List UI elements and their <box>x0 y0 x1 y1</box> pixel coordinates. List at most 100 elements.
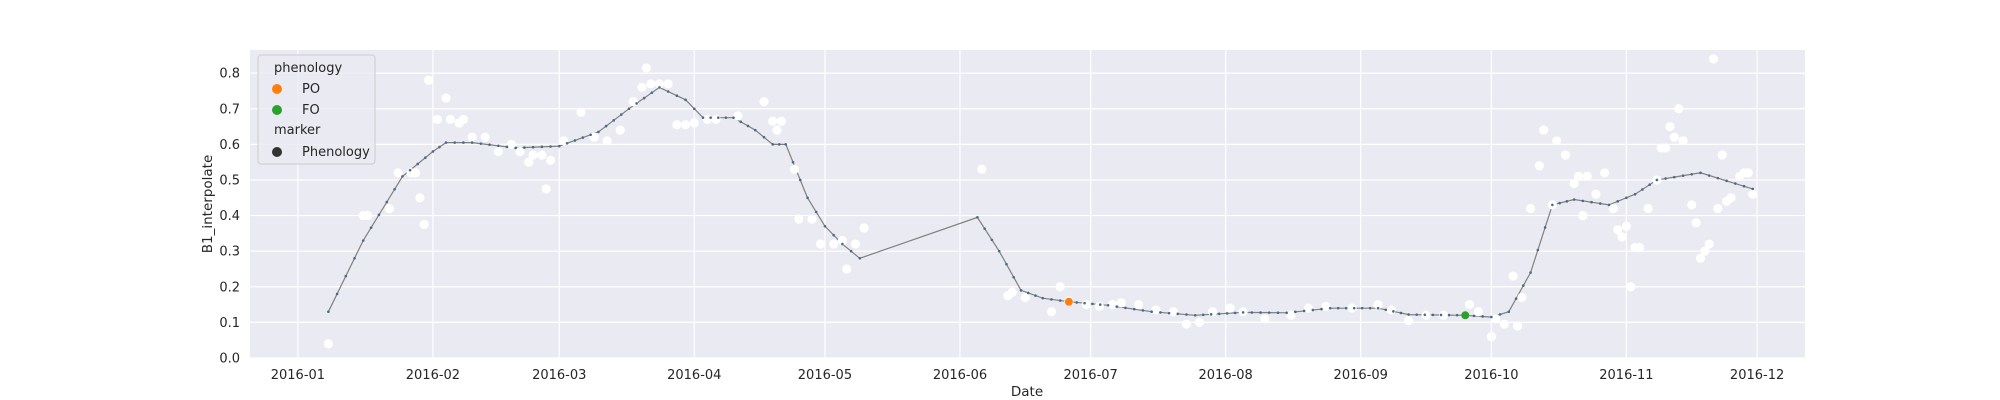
x-tick-label: 2016-06 <box>933 368 987 383</box>
interpolated-marker <box>1716 176 1720 180</box>
raw-point <box>1133 299 1144 310</box>
raw-point <box>515 146 525 157</box>
interpolated-marker <box>1360 306 1364 310</box>
interpolated-marker <box>675 94 679 97</box>
interpolated-marker <box>565 141 569 145</box>
raw-point <box>1743 168 1753 178</box>
raw-point <box>1194 317 1205 327</box>
interpolated-marker <box>1311 308 1315 312</box>
interpolated-marker <box>1019 289 1023 292</box>
raw-point <box>1691 218 1701 228</box>
interpolated-marker <box>1209 313 1213 316</box>
raw-point <box>445 114 455 125</box>
raw-point <box>1713 203 1723 214</box>
raw-point <box>493 146 503 157</box>
interpolated-marker <box>1034 294 1037 297</box>
raw-point <box>1347 303 1357 313</box>
interpolated-marker <box>444 141 448 144</box>
y-tick-label: 0.1 <box>219 316 240 331</box>
interpolated-marker <box>1607 203 1611 207</box>
interpolated-marker <box>1751 187 1755 191</box>
interpolated-marker <box>540 145 544 149</box>
interpolated-marker <box>620 113 623 116</box>
interpolated-marker <box>1150 310 1153 314</box>
interpolated-marker <box>627 107 631 111</box>
interpolated-marker <box>1616 200 1620 203</box>
interpolated-marker <box>724 116 728 119</box>
interpolated-marker <box>1185 313 1188 316</box>
interpolated-marker <box>746 124 750 128</box>
raw-point <box>977 164 987 174</box>
interpolated-marker <box>1276 311 1280 315</box>
raw-point <box>415 193 425 203</box>
raw-point <box>432 114 442 125</box>
raw-point <box>1373 299 1383 310</box>
raw-point <box>410 168 421 178</box>
interpolated-marker <box>523 146 526 149</box>
interpolated-marker <box>505 145 509 149</box>
interpolated-marker <box>798 178 802 182</box>
raw-point <box>789 164 800 174</box>
interpolated-marker <box>369 226 373 229</box>
raw-point <box>423 75 434 85</box>
raw-point <box>1438 310 1449 320</box>
raw-point <box>1260 314 1270 324</box>
raw-point <box>1717 150 1727 160</box>
x-tick-label: 2016-01 <box>271 368 325 383</box>
interpolated-marker <box>832 233 835 237</box>
interpolated-marker <box>841 242 844 246</box>
interpolated-marker <box>762 135 766 139</box>
raw-point <box>1552 136 1562 146</box>
raw-point <box>1626 282 1636 292</box>
interpolated-marker <box>1250 311 1254 314</box>
raw-point <box>1151 305 1161 315</box>
raw-point <box>1094 301 1104 311</box>
raw-point <box>1107 299 1118 310</box>
legend-label-fo: FO <box>302 103 320 118</box>
x-tick-label: 2016-03 <box>532 368 586 383</box>
interpolated-marker <box>1233 311 1237 315</box>
raw-point <box>859 223 869 233</box>
raw-point <box>776 116 787 126</box>
raw-point <box>646 79 656 89</box>
interpolated-marker <box>470 141 474 144</box>
raw-point <box>1678 136 1688 146</box>
x-tick-label: 2016-05 <box>798 368 852 383</box>
raw-point <box>1046 307 1057 317</box>
raw-point <box>654 79 665 89</box>
interpolated-marker <box>1447 313 1451 317</box>
interpolated-marker <box>1439 313 1443 317</box>
raw-point <box>1525 203 1536 214</box>
interpolated-marker <box>1551 203 1554 207</box>
interpolated-marker <box>1075 301 1079 304</box>
interpolated-marker <box>1106 304 1110 307</box>
interpolated-marker <box>692 107 696 111</box>
interpolated-marker <box>1320 307 1323 311</box>
interpolated-marker <box>1498 313 1502 316</box>
y-tick-label: 0.0 <box>219 352 240 367</box>
raw-point <box>794 214 804 224</box>
raw-point <box>1473 307 1483 317</box>
interpolated-marker <box>1012 275 1016 279</box>
x-tick-label: 2016-10 <box>1464 368 1518 383</box>
raw-point <box>524 157 534 167</box>
interpolated-marker <box>1625 196 1628 200</box>
interpolated-marker <box>849 249 853 253</box>
interpolated-marker <box>573 139 577 142</box>
interpolated-marker <box>597 130 600 134</box>
interpolated-marker <box>327 310 330 314</box>
y-tick-labels: 0.0 0.1 0.2 0.3 0.4 0.5 0.6 0.7 0.8 <box>219 67 240 367</box>
interpolated-marker <box>1267 311 1271 314</box>
interpolated-marker <box>1431 313 1435 317</box>
raw-point <box>1674 104 1684 114</box>
interpolated-marker <box>791 160 795 164</box>
plot-background <box>250 50 1805 358</box>
interpolated-marker <box>650 91 654 95</box>
raw-point <box>672 120 682 130</box>
legend-title-marker: marker <box>274 123 321 138</box>
interpolated-marker <box>990 238 994 242</box>
interpolated-marker <box>1344 306 1348 310</box>
interpolated-marker <box>1352 306 1356 310</box>
interpolated-marker <box>1565 200 1569 203</box>
raw-point <box>1168 307 1179 317</box>
